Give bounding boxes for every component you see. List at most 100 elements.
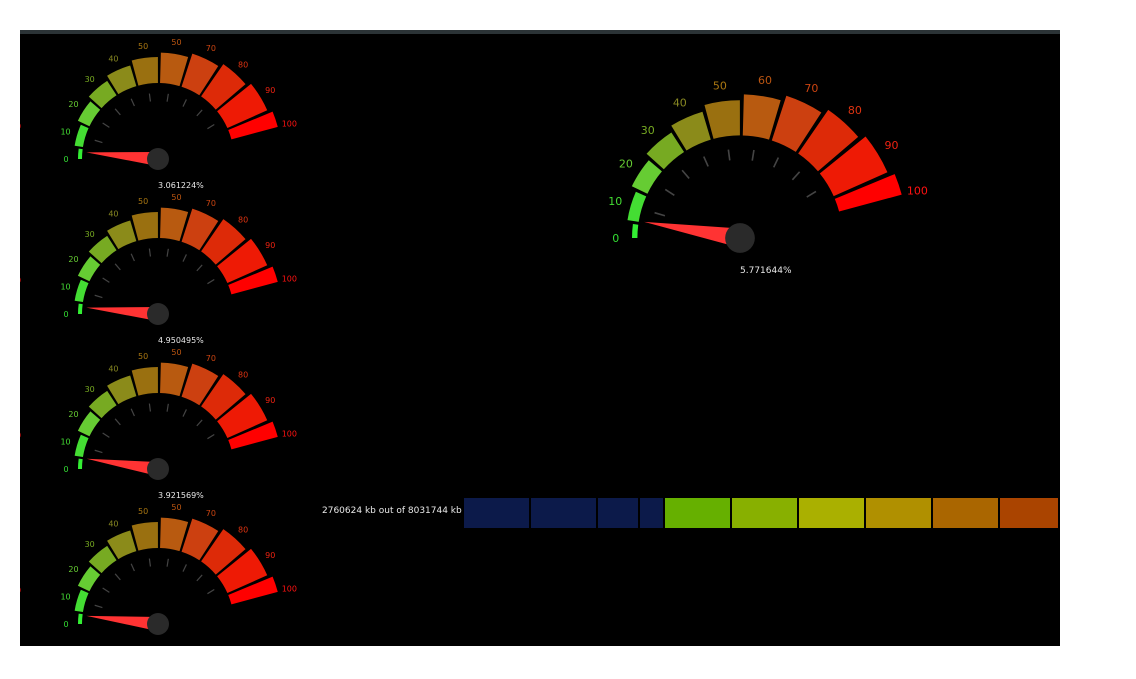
cpu3-gauge-tick	[148, 558, 152, 567]
total-cpu-gauge-scale-label: 80	[848, 104, 862, 117]
cpu0-gauge-segment	[107, 65, 137, 95]
total-cpu-gauge-segment	[704, 100, 740, 139]
cpu3-gauge-segment	[74, 589, 89, 613]
cpu0-gauge-segment	[77, 101, 101, 127]
cpu3-gauge-segment	[77, 566, 101, 592]
total-cpu-gauge-segment	[627, 191, 647, 222]
cpu0-gauge: 0 10 20 30 40 50 50 70 80 90 100	[60, 38, 297, 170]
cpu2-gauge-tick	[196, 419, 203, 427]
memory-row: 2760624 kb out of 8031744 kb	[20, 498, 1060, 528]
cpu2-gauge-segment	[77, 411, 101, 437]
cpu0-gauge-tick	[196, 109, 203, 117]
cpu2-gauge-tick	[166, 403, 169, 412]
cpu0-gauge-tick	[166, 93, 169, 102]
cpu2-gauge-segment	[107, 375, 137, 405]
cpu1-gauge: 0 10 20 30 40 50 50 70 80 90 100	[60, 193, 297, 325]
cpu1-gauge-scale-label: 30	[85, 230, 95, 239]
offscreen-label: 0	[20, 586, 21, 595]
cpu0-gauge-scale-label: 30	[85, 75, 95, 84]
cpu3-readout: 3.921569%	[158, 491, 204, 500]
memory-bar-segment	[464, 498, 531, 528]
cpu1-readout: 3.061224%	[158, 181, 204, 190]
total-cpu-gauge-tick	[751, 149, 755, 161]
cpu3-gauge-scale-label: 100	[282, 585, 297, 594]
cpu3-gauge-scale-label: 0	[63, 620, 68, 629]
cpu1-gauge-segment	[181, 208, 219, 251]
offscreen-label: 0	[20, 122, 21, 131]
cpu1-gauge-scale-label: 50	[171, 193, 181, 202]
cpu0-gauge-segment	[74, 124, 89, 148]
total-cpu-gauge-hub	[725, 223, 755, 253]
memory-bar-segment	[1000, 498, 1060, 528]
cpu0-gauge-segment	[217, 83, 268, 129]
cpu2-gauge-scale-label: 90	[265, 396, 275, 405]
cpu0-gauge-scale-label: 40	[108, 55, 118, 64]
cpu3-gauge-tick	[114, 573, 121, 581]
cpu2-gauge-segment	[217, 393, 268, 439]
total-cpu-gauge-tick	[806, 190, 817, 198]
cpu0-gauge-scale-label: 80	[238, 60, 248, 69]
cpu2-gauge: 0 10 20 30 40 50 50 70 80 90 100	[60, 348, 297, 480]
cpu1-gauge-hub	[147, 303, 169, 325]
memory-bar-segment	[866, 498, 933, 528]
total-cpu-gauge-segment	[646, 132, 685, 170]
cpu3-gauge-scale-label: 90	[265, 551, 275, 560]
total-cpu-gauge-segment	[742, 94, 781, 140]
cpu2-gauge-scale-label: 50	[171, 348, 181, 357]
cpu1-gauge-scale-label: 10	[60, 282, 70, 291]
cpu1-gauge-segment	[78, 303, 83, 314]
cpu1-gauge-segment	[228, 266, 278, 295]
cpu3-gauge-scale-label: 50	[138, 507, 148, 516]
total-cpu-gauge-scale-label: 20	[619, 158, 633, 171]
cpu1-gauge-segment	[201, 219, 246, 265]
total-cpu-gauge-scale-label: 100	[907, 184, 928, 197]
cpu2-gauge-scale-label: 10	[60, 437, 70, 446]
cpu2-gauge-tick	[114, 418, 121, 426]
memory-bar-segment	[732, 498, 799, 528]
cpu2-gauge-segment	[228, 421, 278, 450]
total-cpu-gauge-scale-label: 0	[612, 232, 619, 245]
cpu2-gauge-tick	[148, 403, 152, 412]
total-cpu-gauge-tick	[654, 211, 666, 217]
cpu2-gauge-scale-label: 30	[85, 385, 95, 394]
cpu0-gauge-scale-label: 90	[265, 86, 275, 95]
cpu1-gauge-scale-label: 40	[108, 210, 118, 219]
cpu2-gauge-needle	[86, 458, 159, 476]
cpu2-gauge-segment	[201, 374, 246, 420]
cpu0-gauge-tick	[182, 99, 187, 107]
total-cpu-gauge-scale-label: 30	[641, 124, 655, 137]
cpu3-gauge-segment	[228, 576, 278, 605]
total-cpu-gauge-scale-label: 70	[804, 82, 818, 95]
total-cpu-gauge: 0 10 20 30 40 50 60 70 80 90 100	[608, 74, 928, 253]
cpu1-gauge-scale-label: 50	[138, 197, 148, 206]
cpu0-gauge-scale-label: 10	[60, 127, 70, 136]
cpu0-gauge-tick	[102, 122, 110, 128]
cpu0-gauge-scale-label: 100	[282, 120, 297, 129]
cpu3-gauge-segment	[88, 545, 117, 574]
cpu0-gauge-segment	[88, 80, 117, 109]
memory-bar-segment	[640, 498, 665, 528]
cpu3-gauge-needle	[86, 615, 159, 631]
cpu0-gauge-scale-label: 0	[63, 155, 68, 164]
memory-usage-bar	[464, 498, 1060, 528]
cpu3-gauge-tick	[196, 574, 203, 582]
cpu2-gauge-tick	[94, 449, 103, 454]
cpu0-gauge-segment	[131, 57, 158, 86]
cpu3-gauge-tick	[130, 563, 135, 572]
cpu0-gauge-tick	[148, 93, 152, 102]
cpu3-gauge-scale-label: 20	[68, 565, 78, 574]
cpu1-gauge-scale-label: 70	[206, 199, 216, 208]
cpu3-gauge-tick	[207, 589, 215, 595]
cpu3-gauge-tick	[166, 558, 169, 567]
cpu0-gauge-segment	[228, 111, 278, 140]
cpu2-gauge-tick	[130, 408, 135, 417]
cpu0-gauge-needle	[86, 152, 159, 166]
cpu3-gauge-tick	[94, 604, 103, 609]
cpu2-gauge-segment	[88, 390, 117, 419]
cpu0-gauge-segment	[160, 52, 189, 87]
memory-usage-text: 2760624 kb out of 8031744 kb	[322, 506, 462, 516]
cpu3-gauge-segment	[217, 548, 268, 594]
cpu1-gauge-tick	[196, 264, 203, 272]
cpu1-gauge-segment	[107, 220, 137, 250]
cpu2-gauge-segment	[181, 363, 219, 406]
